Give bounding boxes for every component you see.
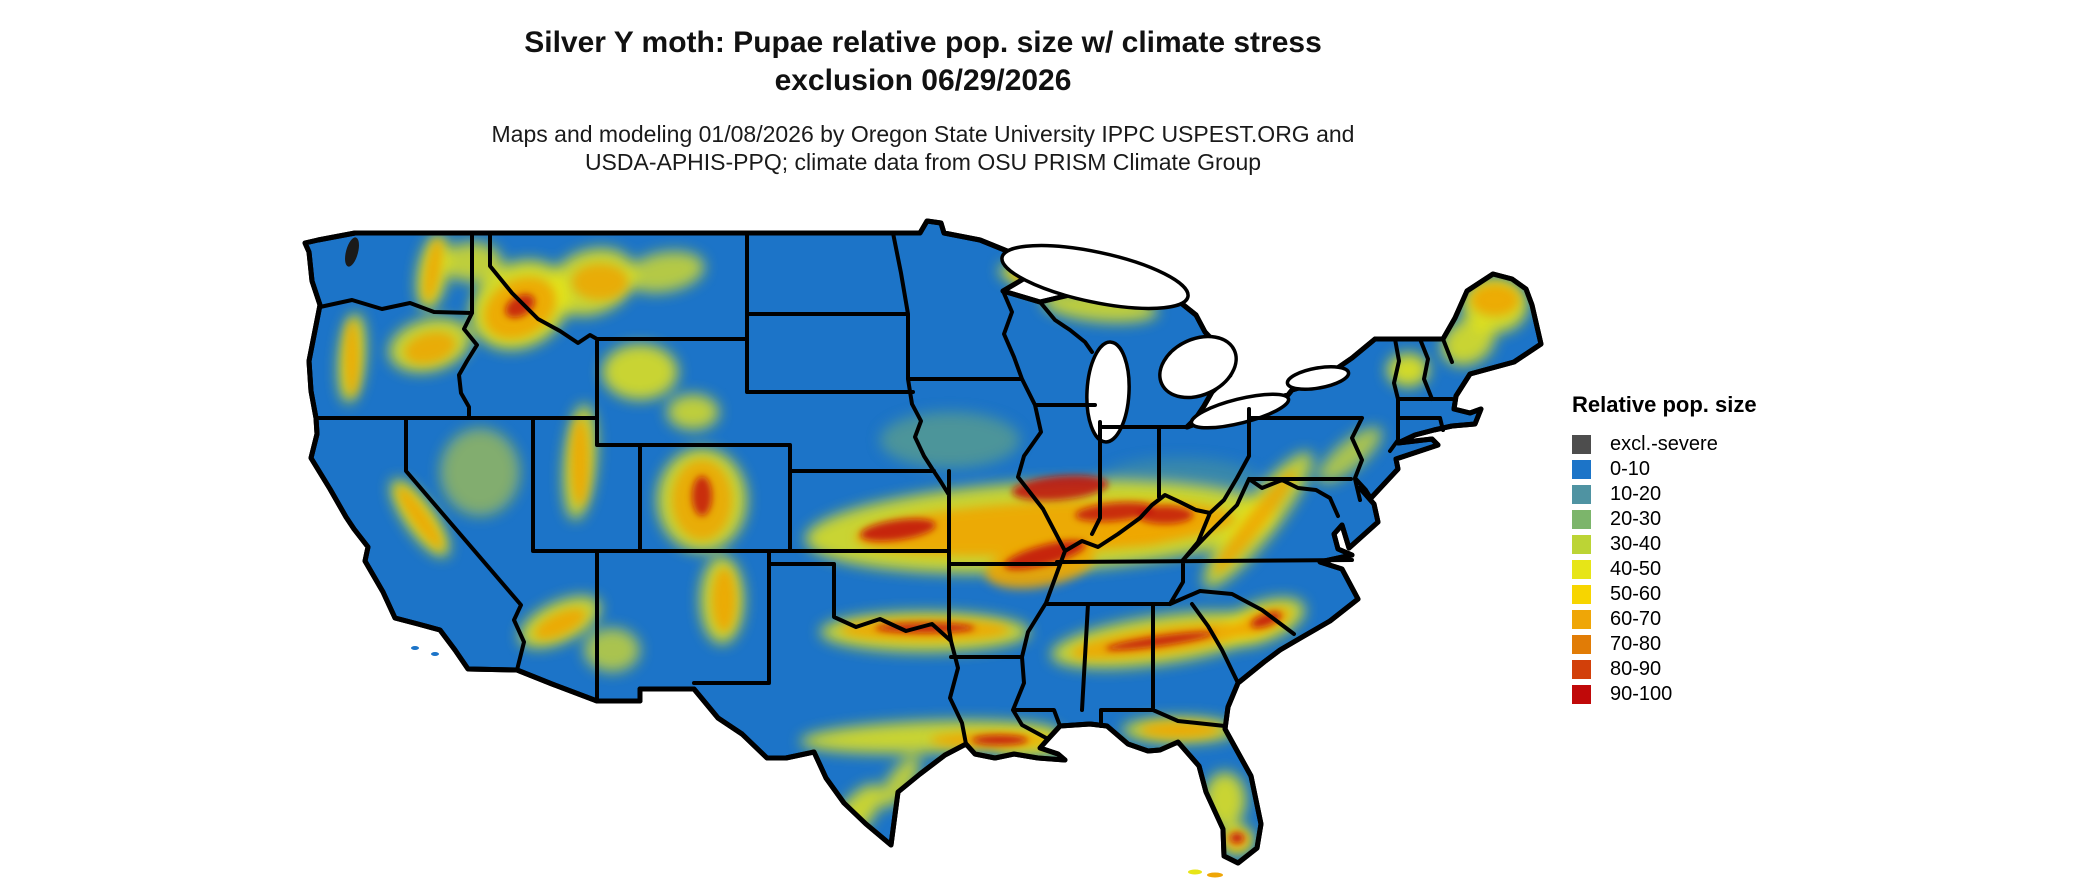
- legend-swatch: [1572, 685, 1591, 704]
- map-subtitle-line2: USDA-APHIS-PPQ; climate data from OSU PR…: [584, 149, 1262, 175]
- legend-label: 50-60: [1610, 583, 1662, 605]
- legend-item: 30-40: [1572, 532, 1832, 557]
- legend-item: 40-50: [1572, 557, 1832, 582]
- legend-label: 0-10: [1610, 458, 1651, 480]
- legend-label: 40-50: [1610, 558, 1662, 580]
- header: Silver Y moth: Pupae relative pop. size …: [273, 24, 1573, 176]
- legend-swatch: [1572, 560, 1591, 579]
- map-title-line2: exclusion 06/29/2026: [774, 64, 1072, 97]
- legend-swatch: [1572, 610, 1591, 629]
- map-subtitle-line1: Maps and modeling 01/08/2026 by Oregon S…: [491, 121, 1355, 147]
- legend-label: 90-100: [1610, 683, 1673, 705]
- legend-item: 60-70: [1572, 607, 1832, 632]
- great-lakes: [1000, 243, 1351, 444]
- legend-item: excl.-severe: [1572, 432, 1832, 457]
- map-subtitle: Maps and modeling 01/08/2026 by Oregon S…: [273, 120, 1573, 176]
- puget-sound: [345, 237, 359, 267]
- legend-item: 90-100: [1572, 682, 1832, 707]
- state-borders: [314, 231, 1454, 746]
- legend-label: 30-40: [1610, 533, 1662, 555]
- florida-keys: [1188, 869, 1223, 878]
- legend-item: 0-10: [1572, 457, 1832, 482]
- legend: Relative pop. size excl.-severe 0-10 10-20…: [1572, 392, 1832, 707]
- legend-label: 80-90: [1610, 658, 1662, 680]
- legend-swatch: [1572, 510, 1591, 529]
- lake-michigan: [1085, 340, 1131, 444]
- heat-layer: [338, 234, 1528, 855]
- legend-label: 20-30: [1610, 508, 1662, 530]
- legend-label: 10-20: [1610, 483, 1662, 505]
- legend-swatch: [1572, 435, 1591, 454]
- lake-ontario: [1285, 365, 1351, 391]
- legend-label: excl.-severe: [1610, 433, 1718, 455]
- channel-islands: [411, 646, 439, 656]
- legend-item: 70-80: [1572, 632, 1832, 657]
- legend-item: 20-30: [1572, 507, 1832, 532]
- map-title-line1: Silver Y moth: Pupae relative pop. size …: [524, 26, 1322, 59]
- lake-superior: [1000, 243, 1190, 311]
- legend-swatch: [1572, 660, 1591, 679]
- legend-label: 70-80: [1610, 633, 1662, 655]
- legend-swatch: [1572, 635, 1591, 654]
- legend-label: 60-70: [1610, 608, 1662, 630]
- legend-item: 80-90: [1572, 657, 1832, 682]
- legend-title: Relative pop. size: [1572, 392, 1757, 417]
- legend-item: 50-60: [1572, 582, 1832, 607]
- lake-huron: [1158, 334, 1238, 400]
- legend-swatch: [1572, 460, 1591, 479]
- legend-item: 10-20: [1572, 482, 1832, 507]
- legend-swatch: [1572, 535, 1591, 554]
- legend-swatch: [1572, 585, 1591, 604]
- legend-swatch: [1572, 485, 1591, 504]
- lake-erie: [1189, 392, 1291, 430]
- legend-items: excl.-severe 0-10 10-20 20-30 30-40 40-50 50-6…: [1572, 432, 1832, 707]
